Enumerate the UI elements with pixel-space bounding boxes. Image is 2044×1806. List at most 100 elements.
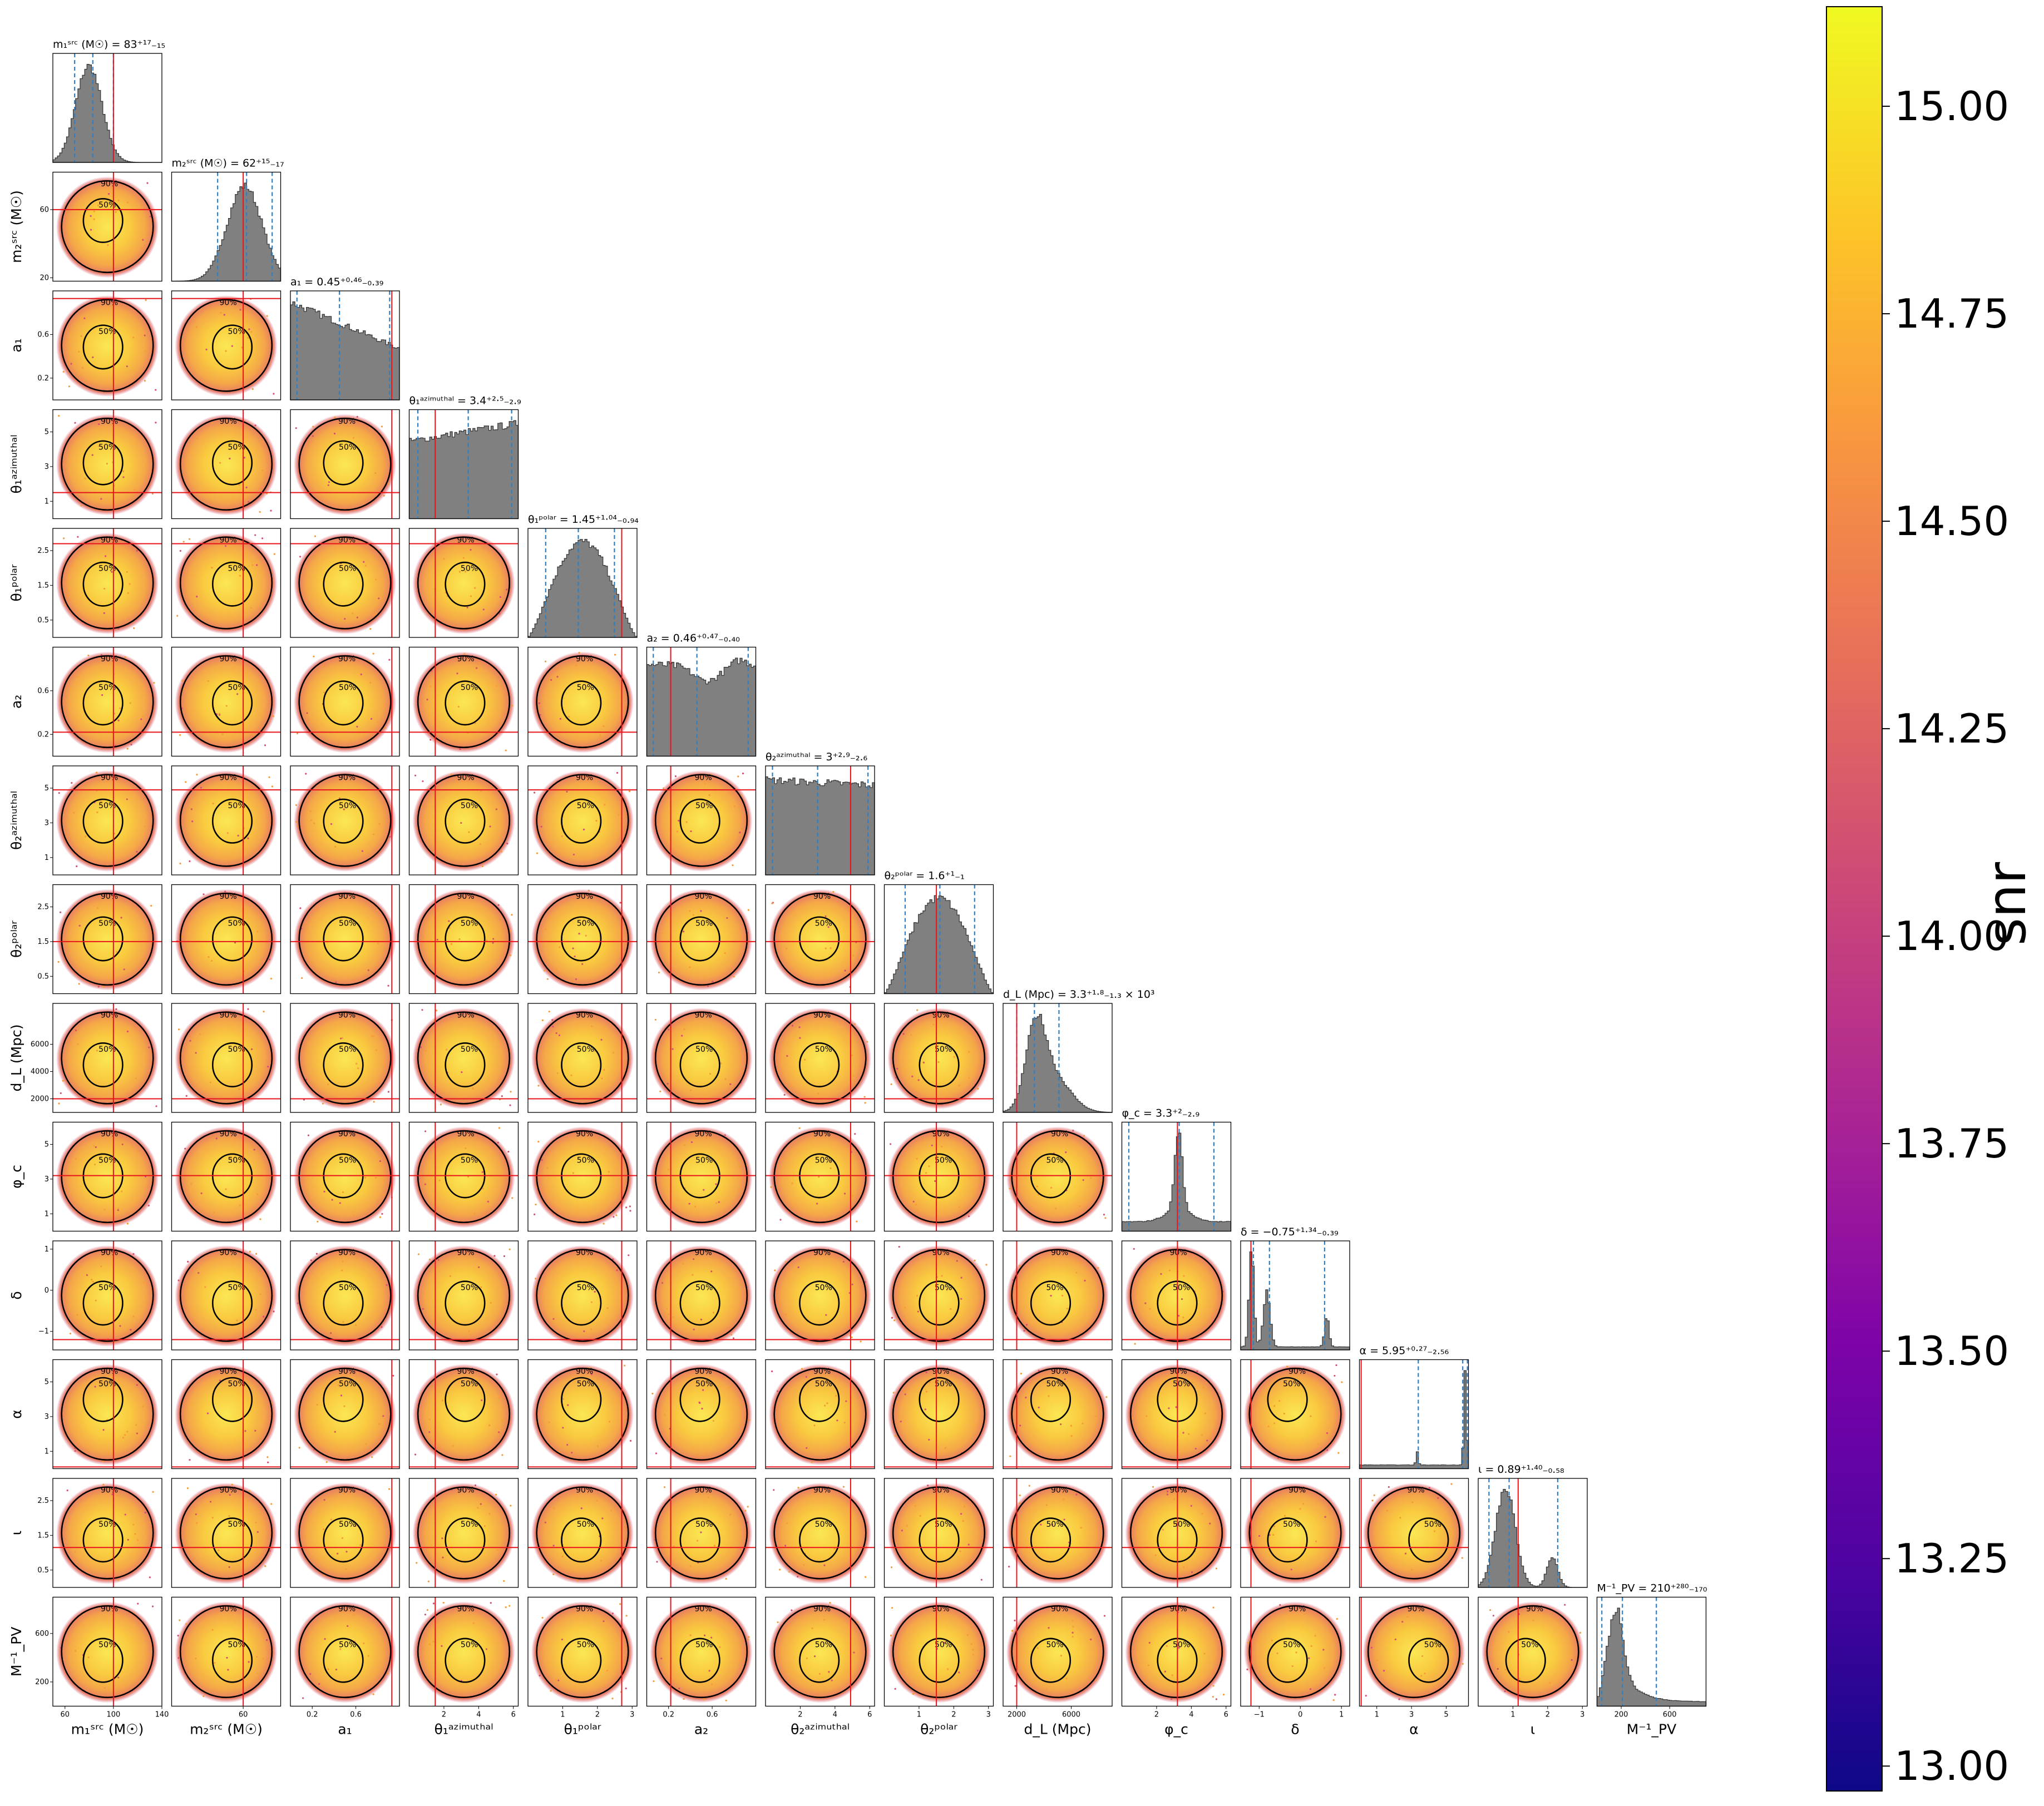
contour-50 [561, 1517, 602, 1563]
panel-frame [52, 1003, 162, 1113]
panel-title-a2: a₂ = 0.46⁺⁰·⁴⁷₋₀.₄₀ [647, 632, 740, 645]
panel-frame [1003, 1478, 1113, 1588]
contour-label-50: 50% [1046, 1641, 1064, 1650]
panel-alpha-vs-th2po: 50%90% [883, 1359, 994, 1469]
density-a1-th2az [294, 770, 396, 872]
panel-frame [1240, 1596, 1350, 1707]
contour-label-90: 90% [101, 655, 118, 664]
y-tick-label: 2.5 [37, 1497, 49, 1505]
panel-title-a1: a₁ = 0.45⁺⁰·⁴⁶₋₀.₃₉ [290, 276, 383, 288]
scatter-points [783, 1016, 868, 1104]
contour-label-50: 50% [815, 1156, 832, 1165]
contour-50 [82, 798, 124, 844]
x-tick-label: 1 [1339, 1711, 1344, 1719]
x-tick-label: 1 [1375, 1711, 1379, 1719]
scatter-points [771, 890, 861, 988]
contour-90 [298, 774, 392, 867]
contour-50 [799, 1637, 840, 1683]
contour-label-90: 90% [338, 1367, 356, 1376]
scatter-points [299, 535, 382, 630]
panel-dL-vs-th1po: 50% 90% [527, 1003, 638, 1113]
contour-50 [211, 1377, 253, 1422]
panel-frame [765, 765, 875, 875]
panel-title-phic: φ_c = 3.3⁺²₋₂.₉ [1122, 1107, 1200, 1120]
panel-dL-vs-dL: d_L (Mpc) = 3.3⁺¹·⁸₋₁.₃ × 10³ [1003, 988, 1155, 1113]
density-dL-alpha [1006, 1364, 1109, 1466]
panel-frame [171, 646, 282, 757]
contour-label-90: 90% [220, 536, 237, 545]
panel-delta-vs-th2az: 50% 90% [765, 1240, 875, 1350]
contour-label-90: 90% [220, 892, 237, 901]
panel-frame [1240, 1240, 1350, 1350]
contour-label-50: 50% [98, 683, 116, 692]
panel-frame [408, 409, 519, 519]
panel-frame [646, 1478, 757, 1588]
panel-th2az-vs-th1po: 50% 90% [527, 765, 638, 875]
y-axis-label-dL: d_L (Mpc) [8, 1025, 24, 1092]
contour-label-90: 90% [220, 1486, 237, 1495]
contour-50 [561, 798, 602, 844]
density-th1po-iota [531, 1483, 634, 1584]
panel-iota-vs-th2po: 50% 90% [883, 1478, 994, 1588]
contour-label-50: 50% [695, 1045, 713, 1054]
x-axis-label-a1: a₁ [338, 1721, 352, 1738]
density-a1-th2po [294, 889, 396, 991]
contour-90 [654, 1130, 748, 1224]
panel-frame [1240, 1359, 1350, 1469]
scatter-points [417, 893, 513, 976]
panel-frame [290, 290, 400, 400]
panel-frame [765, 1240, 875, 1350]
x-tick-label: 6 [511, 1711, 516, 1719]
contour-90 [179, 299, 273, 392]
y-tick-label: 2000 [31, 1095, 49, 1104]
panel-th2po-vs-a2: 50% 90% [646, 884, 757, 994]
scatter-points [658, 909, 749, 987]
panel-frame [171, 1359, 282, 1469]
contour-label-90: 90% [457, 655, 475, 664]
contour-50 [679, 798, 720, 844]
contour-90 [179, 1249, 273, 1342]
contour-90 [536, 1367, 629, 1461]
histogram-th2az [765, 776, 875, 875]
scatter-points [539, 1603, 628, 1700]
panel-frame [52, 528, 162, 638]
x-tick-label: 100 [106, 1711, 120, 1719]
contour-50 [82, 1042, 124, 1087]
panel-mpv-vs-th2po: 50% 90% 1 2 3 θ₂ᵖᵒˡᵃʳ [883, 1596, 994, 1738]
x-tick-label: 6 [867, 1711, 872, 1719]
contour-50 [82, 197, 124, 243]
colorbar-tick-label: 13.50 [1894, 1328, 2009, 1374]
scatter-points [661, 1250, 746, 1340]
contour-90 [654, 774, 748, 867]
panel-frame [1478, 1478, 1588, 1588]
contour-50 [445, 1637, 486, 1683]
density-th1az-dL [412, 1008, 515, 1109]
panel-mpv-vs-dL: 50% 90% 2000 6000 d_L (Mpc) [1003, 1596, 1113, 1738]
contour-label-50: 50% [695, 1380, 713, 1389]
density-dL-iota [1006, 1483, 1109, 1584]
scatter-points [536, 1364, 632, 1454]
contour-label-50: 50% [228, 1045, 245, 1054]
scatter-points [1371, 1483, 1463, 1571]
contour-label-90: 90% [101, 180, 118, 189]
contour-label-90: 90% [1288, 1605, 1306, 1614]
density-delta-mpv [1244, 1601, 1346, 1703]
contour-label-50: 50% [98, 1283, 116, 1292]
panel-frame [290, 1240, 400, 1350]
contour-label-50: 50% [461, 1156, 478, 1165]
panel-frame [1596, 1596, 1707, 1707]
panel-iota-vs-th2az: 50% 90% [765, 1478, 875, 1588]
density-phic-alpha [1125, 1364, 1228, 1466]
contour-50 [919, 1042, 960, 1087]
x-tick-label: 4 [833, 1711, 837, 1719]
contour-label-50: 50% [339, 1283, 356, 1292]
panel-frame [171, 1003, 282, 1113]
contour-90 [179, 1605, 273, 1699]
contour-label-90: 90% [1408, 1486, 1425, 1495]
contour-label-90: 90% [813, 892, 831, 901]
contour-label-90: 90% [220, 1130, 237, 1139]
density-th2po-phic [887, 1126, 990, 1228]
x-tick-label: 5 [1444, 1711, 1448, 1719]
panel-frame [408, 765, 519, 875]
y-tick-label: 20 [40, 274, 49, 282]
